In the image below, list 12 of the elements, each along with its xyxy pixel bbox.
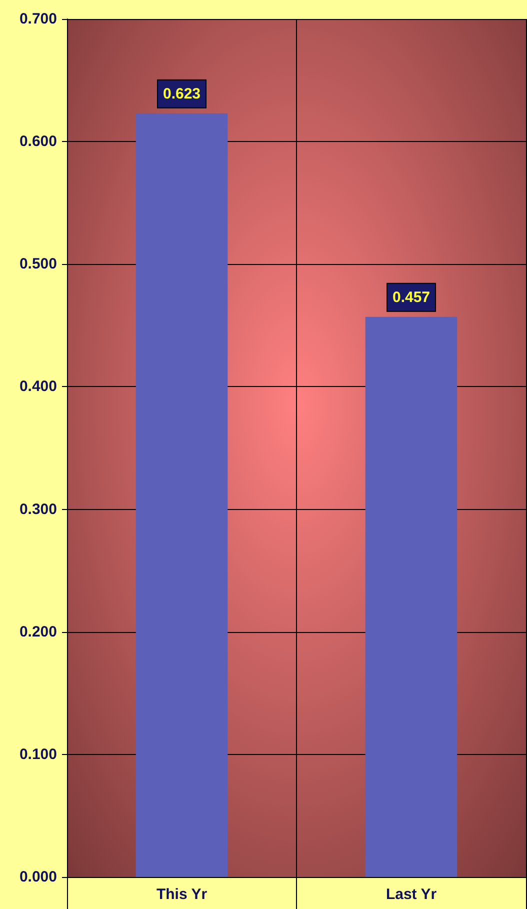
y-tick-label: 0.200 (19, 623, 57, 640)
data-label: 0.623 (162, 85, 201, 102)
y-tick-label: 0.000 (19, 868, 57, 886)
y-tick-label: 0.700 (19, 10, 57, 28)
y-tick-label: 0.500 (19, 256, 57, 273)
y-tick-label: 0.300 (19, 500, 57, 518)
x-tick-label: Last Yr (386, 886, 437, 903)
y-tick-label: 0.400 (19, 378, 57, 396)
x-tick-label: This Yr (156, 886, 208, 903)
y-tick-label: 0.600 (19, 133, 57, 150)
data-label: 0.457 (392, 288, 430, 306)
y-tick-label: 0.100 (19, 746, 57, 763)
